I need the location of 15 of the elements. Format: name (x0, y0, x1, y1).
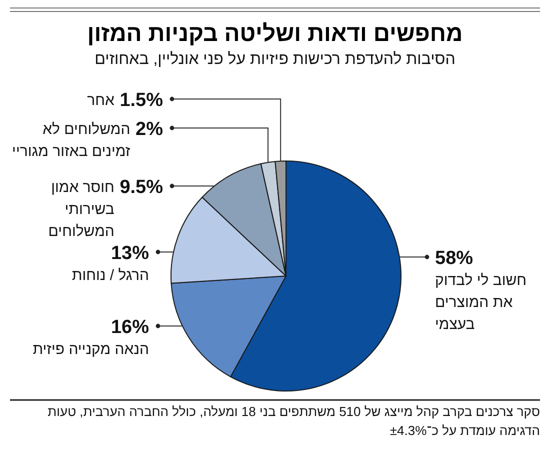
data-label: 13% (110, 243, 150, 264)
chart-title: מחפשים ודאות ושליטה בקניות המזון (87, 20, 463, 46)
data-label: 9.5% (120, 177, 164, 198)
data-label: 58% (435, 248, 474, 269)
slice-label: חוסר אמון בשירותי המשלוחים (48, 179, 114, 240)
slice-label: המשלוחים לא זמינים באזור מגוריי (12, 121, 130, 160)
slice-label: הנאה מקנייה פיזית (32, 341, 149, 358)
data-label: 16% (110, 317, 150, 338)
data-label: 1.5% (120, 90, 164, 111)
slice-label: אחר (87, 92, 115, 109)
slice-label: חשוב לי לבדוק את המוצרים בעצמי (435, 272, 527, 333)
data-label: 2% (136, 119, 164, 140)
slice-label: הרגל / נוחות (72, 267, 149, 284)
text: סקר צרכנים בקרב קהל מייצג של 510 משתתפים בני 18 ומעלה, כולל החברה הערבית, טעות הדגימה עומדת על כ־±4.3% (48, 404, 540, 438)
chart-subtitle: הסיבות להעדפת רכישות פיזיות על פני אונליין, באחוזים (94, 50, 456, 68)
